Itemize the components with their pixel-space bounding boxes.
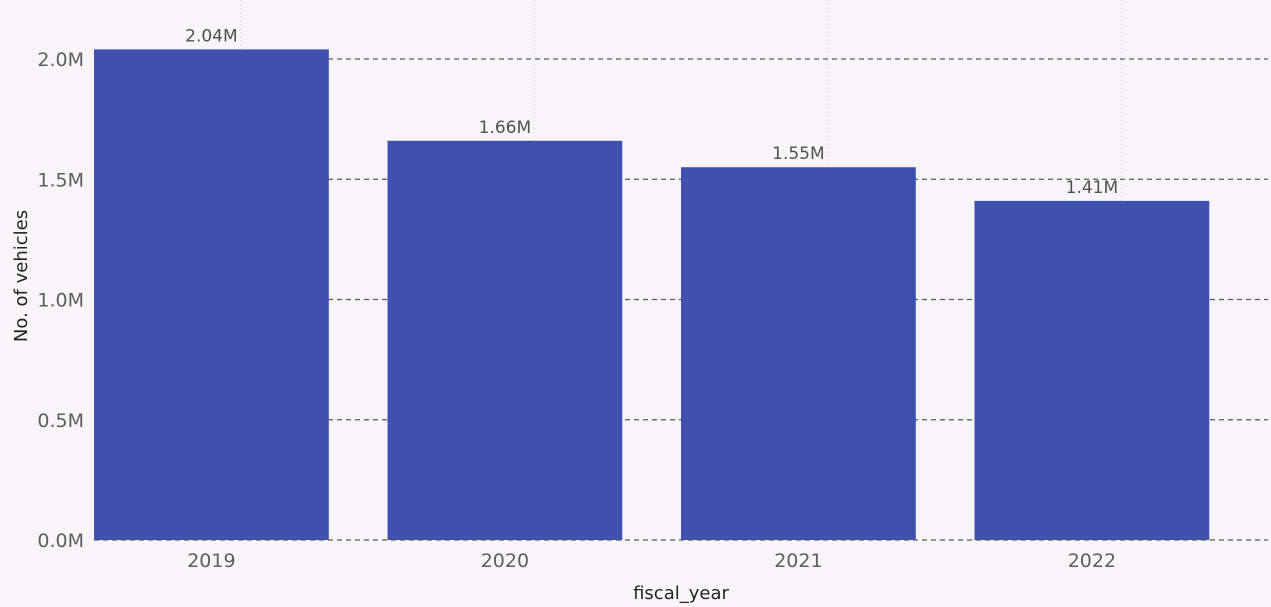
data-label: 1.41M: [1066, 178, 1119, 198]
x-tick-label: 2021: [774, 550, 822, 572]
y-tick-label: 2.0M: [37, 49, 84, 71]
data-label: 1.66M: [479, 118, 532, 138]
data-label: 2.04M: [185, 26, 238, 46]
x-tick-labels: 2019 2020 2021 2022: [187, 550, 1116, 572]
bar-2019[interactable]: [94, 49, 329, 540]
bar-2020[interactable]: [387, 140, 623, 540]
y-tick-label: 1.5M: [37, 169, 84, 191]
x-tick-label: 2020: [481, 550, 529, 572]
x-tick-label: 2022: [1068, 550, 1116, 572]
bar-2021[interactable]: [681, 167, 916, 540]
y-tick-label: 0.0M: [37, 530, 84, 552]
bars: [94, 49, 1210, 540]
y-tick-label: 1.0M: [37, 290, 84, 312]
x-axis-title: fiscal_year: [633, 583, 729, 604]
data-label: 1.55M: [772, 144, 825, 164]
y-tick-label: 0.5M: [37, 410, 84, 432]
bar-2022[interactable]: [974, 200, 1210, 540]
data-labels: 2.04M 1.66M 1.55M 1.41M: [185, 26, 1118, 198]
x-tick-label: 2019: [187, 550, 235, 572]
y-axis-title: No. of vehicles: [11, 210, 32, 342]
y-tick-labels: 0.0M 0.5M 1.0M 1.5M 2.0M: [37, 49, 84, 552]
